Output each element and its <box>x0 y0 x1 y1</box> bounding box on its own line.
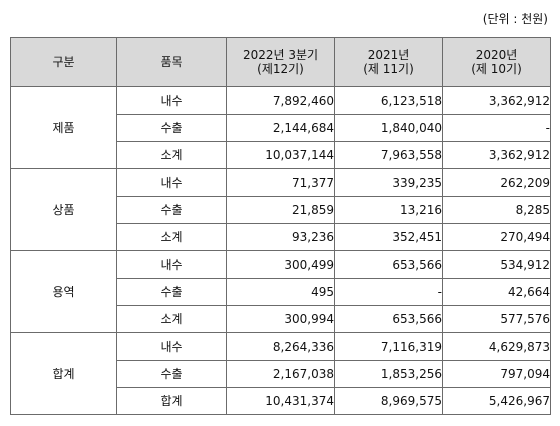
value-cell: 8,264,336 <box>226 332 335 361</box>
value-cell: 300,499 <box>226 250 335 279</box>
group-label-total: 합계 <box>10 332 117 415</box>
value-cell: 339,235 <box>334 168 443 197</box>
value-cell: 3,362,912 <box>442 141 551 169</box>
group-label-goods: 상품 <box>10 168 117 251</box>
period-label: 2020년 <box>475 48 518 62</box>
value-cell: - <box>442 114 551 142</box>
value-cell: 6,123,518 <box>334 86 443 115</box>
value-cell: 10,037,144 <box>226 141 335 169</box>
value-cell: 797,094 <box>442 360 551 388</box>
value-cell: 534,912 <box>442 250 551 279</box>
value-cell: 7,892,460 <box>226 86 335 115</box>
value-cell: - <box>334 278 443 306</box>
table-row: 합계 내수 8,264,336 7,116,319 4,629,873 <box>10 332 551 415</box>
value-cell: 262,209 <box>442 168 551 197</box>
value-cell: 7,963,558 <box>334 141 443 169</box>
value-cell: 653,566 <box>334 305 443 333</box>
table-row: 합계 10,431,374 8,969,575 5,426,967 <box>11 387 551 415</box>
table-row: 소계 10,037,144 7,963,558 3,362,912 <box>11 141 551 169</box>
table-row: 제품 내수 7,892,460 6,123,518 3,362,912 <box>10 86 551 169</box>
value-cell: 2,144,684 <box>226 114 335 142</box>
header-period-2020: 2020년 (제 10기) <box>442 37 551 87</box>
item-label: 수출 <box>116 196 227 224</box>
value-cell: 8,285 <box>442 196 551 224</box>
value-cell: 300,994 <box>226 305 335 333</box>
period-label: 2022년 3분기 <box>242 48 319 62</box>
item-label: 수출 <box>116 360 227 388</box>
value-cell: 270,494 <box>442 223 551 251</box>
value-cell: 352,451 <box>334 223 443 251</box>
value-cell: 653,566 <box>334 250 443 279</box>
group-label-services: 용역 <box>10 250 117 333</box>
item-label: 내수 <box>116 86 227 115</box>
period-term: (제12기) <box>257 62 304 76</box>
header-row: 구분 품목 2022년 3분기 (제12기) 2021년 (제 11기) 202… <box>10 37 551 87</box>
period-label: 2021년 <box>367 48 410 62</box>
item-label: 소계 <box>116 223 227 251</box>
value-cell: 42,664 <box>442 278 551 306</box>
item-label: 내수 <box>116 332 227 361</box>
header-period-2022q3: 2022년 3분기 (제12기) <box>226 37 335 87</box>
table-row: 상품 내수 71,377 339,235 262,209 <box>10 168 551 251</box>
value-cell: 5,426,967 <box>442 387 551 415</box>
sales-table: 구분 품목 2022년 3분기 (제12기) 2021년 (제 11기) 202… <box>10 37 551 415</box>
value-cell: 1,853,256 <box>334 360 443 388</box>
item-label: 수출 <box>116 278 227 306</box>
value-cell: 10,431,374 <box>226 387 335 415</box>
item-label: 소계 <box>116 305 227 333</box>
value-cell: 21,859 <box>226 196 335 224</box>
table-row: 수출 2,144,684 1,840,040 - <box>11 114 551 142</box>
item-label: 내수 <box>116 250 227 279</box>
period-term: (제 11기) <box>363 62 414 76</box>
header-period-2021: 2021년 (제 11기) <box>334 37 443 87</box>
value-cell: 13,216 <box>334 196 443 224</box>
value-cell: 7,116,319 <box>334 332 443 361</box>
header-category: 구분 <box>10 37 117 87</box>
table-row: 소계 300,994 653,566 577,576 <box>11 305 551 333</box>
value-cell: 4,629,873 <box>442 332 551 361</box>
group-label-products: 제품 <box>10 86 117 169</box>
value-cell: 1,840,040 <box>334 114 443 142</box>
table-row: 용역 내수 300,499 653,566 534,912 <box>10 250 551 333</box>
table-row: 수출 495 - 42,664 <box>11 278 551 306</box>
value-cell: 495 <box>226 278 335 306</box>
value-cell: 3,362,912 <box>442 86 551 115</box>
header-item: 품목 <box>116 37 227 87</box>
item-label: 소계 <box>116 141 227 169</box>
item-label: 수출 <box>116 114 227 142</box>
value-cell: 8,969,575 <box>334 387 443 415</box>
item-label: 내수 <box>116 168 227 197</box>
unit-note: (단위 : 천원) <box>482 12 548 26</box>
item-label: 합계 <box>116 387 227 415</box>
value-cell: 71,377 <box>226 168 335 197</box>
value-cell: 93,236 <box>226 223 335 251</box>
period-term: (제 10기) <box>471 62 522 76</box>
table-row: 수출 21,859 13,216 8,285 <box>11 196 551 224</box>
value-cell: 577,576 <box>442 305 551 333</box>
value-cell: 2,167,038 <box>226 360 335 388</box>
